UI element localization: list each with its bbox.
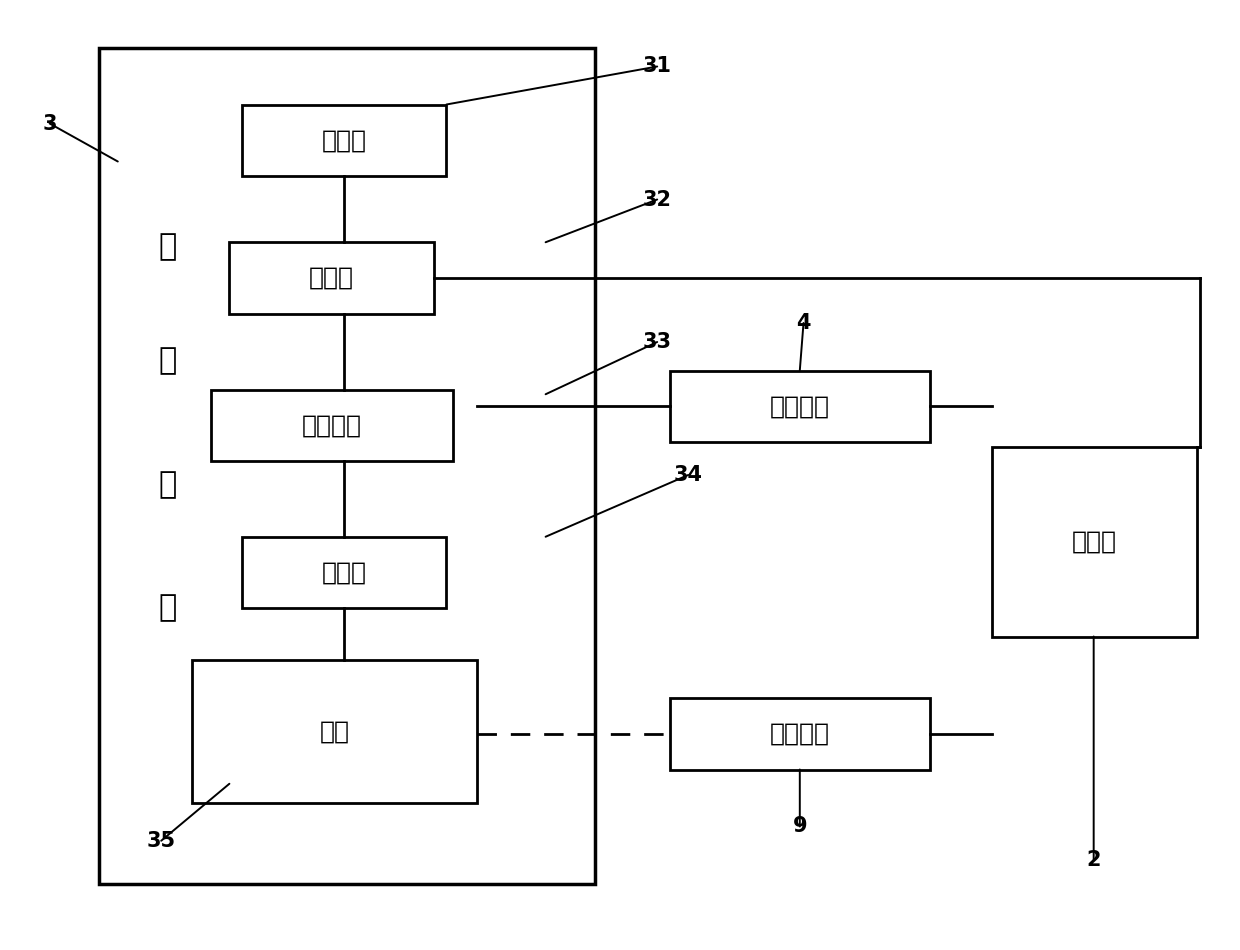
Text: 液: 液 bbox=[159, 233, 176, 261]
Text: 控制器: 控制器 bbox=[1071, 529, 1117, 554]
Bar bbox=[99, 48, 595, 884]
Bar bbox=[192, 660, 477, 803]
Bar bbox=[211, 390, 453, 461]
Text: 检测装置: 检测装置 bbox=[770, 394, 830, 418]
Text: 9: 9 bbox=[792, 816, 807, 837]
Text: 液压站: 液压站 bbox=[321, 128, 367, 152]
Text: 33: 33 bbox=[642, 332, 672, 352]
Text: 2: 2 bbox=[1086, 849, 1101, 870]
Text: 构: 构 bbox=[159, 594, 176, 622]
Text: 3: 3 bbox=[42, 113, 57, 134]
Text: 换向阀: 换向阀 bbox=[309, 266, 355, 290]
Text: 34: 34 bbox=[673, 465, 703, 485]
Text: 液压缸: 液压缸 bbox=[321, 560, 367, 584]
Text: 油路通道: 油路通道 bbox=[301, 413, 362, 437]
Text: 机: 机 bbox=[159, 470, 176, 499]
Text: 35: 35 bbox=[146, 830, 176, 851]
Bar bbox=[670, 698, 930, 770]
Text: 压板: 压板 bbox=[320, 719, 350, 744]
Text: 32: 32 bbox=[642, 189, 672, 210]
Text: 压: 压 bbox=[159, 347, 176, 375]
Bar bbox=[992, 446, 1197, 636]
Text: 4: 4 bbox=[796, 313, 811, 333]
Text: 微动开关: 微动开关 bbox=[770, 722, 830, 746]
Bar bbox=[229, 242, 434, 314]
Bar bbox=[242, 537, 446, 608]
Text: 31: 31 bbox=[642, 56, 672, 77]
Bar bbox=[242, 104, 446, 176]
Bar bbox=[670, 370, 930, 442]
